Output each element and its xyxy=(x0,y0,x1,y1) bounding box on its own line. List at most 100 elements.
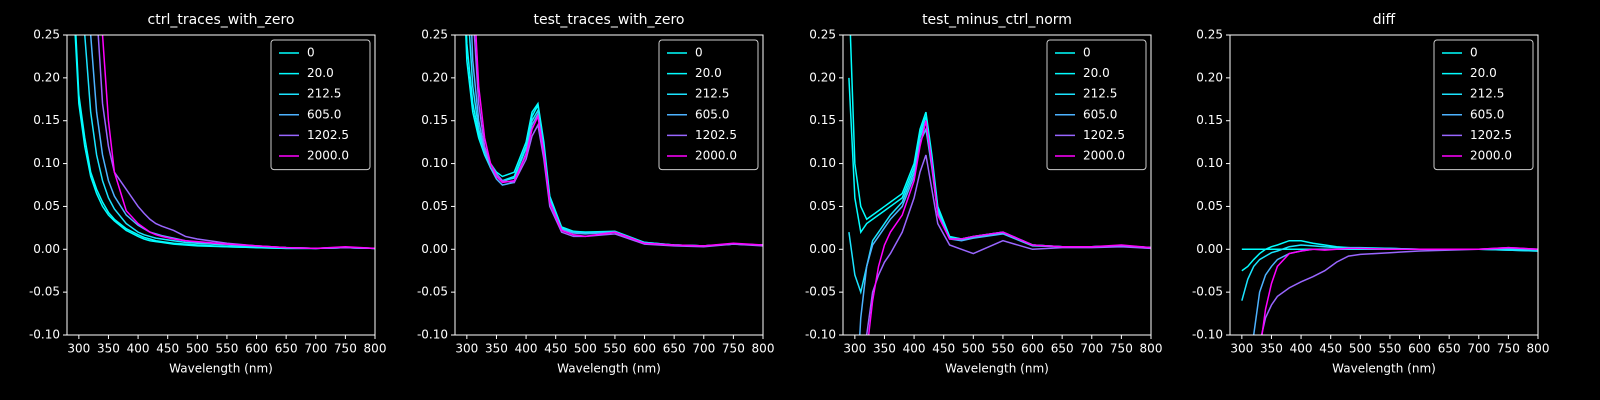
y-tick-label: 0.20 xyxy=(1196,70,1223,84)
legend-label: 20.0 xyxy=(695,66,722,80)
y-tick-label: 0.25 xyxy=(421,28,448,42)
y-tick-label: 0.15 xyxy=(421,113,448,127)
x-tick-label: 700 xyxy=(1467,342,1490,356)
x-tick-label: 500 xyxy=(574,342,597,356)
x-tick-label: 700 xyxy=(304,342,327,356)
x-tick-label: 750 xyxy=(722,342,745,356)
legend-label: 212.5 xyxy=(1470,87,1504,101)
series-line xyxy=(473,35,763,248)
lines xyxy=(465,35,763,248)
x-tick-label: 350 xyxy=(1260,342,1283,356)
chart-title: test_traces_with_zero xyxy=(534,12,685,28)
legend-label: 605.0 xyxy=(1083,107,1117,121)
x-tick-label: 750 xyxy=(334,342,357,356)
legend-label: 20.0 xyxy=(1083,66,1110,80)
x-tick-label: 500 xyxy=(1349,342,1372,356)
legend-box xyxy=(1433,39,1534,171)
subplot: test_minus_ctrl_norm Wavelength (nm) -0.10… xyxy=(805,12,1163,376)
x-tick-label: 800 xyxy=(364,342,387,356)
x-tick-label: 400 xyxy=(515,342,538,356)
x-tick-label: 650 xyxy=(275,342,298,356)
legend-label: 605.0 xyxy=(1470,107,1504,121)
y-tick-label: -0.10 xyxy=(29,328,60,342)
series-line xyxy=(1252,247,1538,335)
legend-label: 1202.5 xyxy=(1083,128,1125,142)
x-tick-label: 600 xyxy=(245,342,268,356)
y-tick-label: 0.00 xyxy=(809,242,836,256)
x-tick-label: 750 xyxy=(1497,342,1520,356)
legend-label: 1202.5 xyxy=(1470,128,1512,142)
series-line xyxy=(101,35,375,250)
y-tick-label: 0.05 xyxy=(421,199,448,213)
y-tick-label: -0.10 xyxy=(805,328,836,342)
axes-frame xyxy=(66,34,376,336)
legend-label: 2000.0 xyxy=(1083,149,1125,163)
legend-label: 0 xyxy=(307,46,315,60)
y-tick-label: 0.20 xyxy=(421,70,448,84)
legend-label: 20.0 xyxy=(1470,66,1497,80)
legend-label: 212.5 xyxy=(1083,87,1117,101)
legend-box xyxy=(270,39,371,171)
x-tick-label: 350 xyxy=(485,342,508,356)
subplot: test_traces_with_zero Wavelength (nm) -0.1… xyxy=(417,12,775,376)
x-tick-label: 500 xyxy=(186,342,209,356)
x-tick-label: 800 xyxy=(1527,342,1550,356)
y-tick-label: 0.05 xyxy=(1196,199,1223,213)
y-tick-label: -0.10 xyxy=(417,328,448,342)
x-tick-label: 750 xyxy=(1110,342,1133,356)
series-line xyxy=(475,35,763,247)
x-tick-label: 550 xyxy=(215,342,238,356)
x-tick-label: 700 xyxy=(692,342,715,356)
x-axis-label: Wavelength (nm) xyxy=(945,362,1049,376)
y-tick-label: 0.05 xyxy=(809,199,836,213)
series-line xyxy=(75,35,375,250)
legend-label: 605.0 xyxy=(307,107,341,121)
series-line xyxy=(1260,246,1538,335)
legend-box xyxy=(658,39,759,171)
y-tick-label: 0.10 xyxy=(1196,156,1223,170)
series-line xyxy=(1261,246,1538,335)
lines xyxy=(1241,239,1538,335)
y-tick-label: 0.05 xyxy=(33,199,60,213)
x-axis-label: Wavelength (nm) xyxy=(1332,362,1436,376)
x-tick-label: 300 xyxy=(1230,342,1253,356)
y-tick-label: 0.25 xyxy=(33,28,60,42)
x-tick-label: 550 xyxy=(603,342,626,356)
y-tick-label: 0.00 xyxy=(33,242,60,256)
legend-label: 2000.0 xyxy=(307,149,349,163)
y-tick-label: 0.00 xyxy=(421,242,448,256)
series-line xyxy=(865,154,1151,335)
y-tick-label: 0.10 xyxy=(33,156,60,170)
y-tick-label: 0.20 xyxy=(33,70,60,84)
y-tick-label: -0.10 xyxy=(1192,328,1223,342)
x-tick-label: 350 xyxy=(873,342,896,356)
x-tick-label: 450 xyxy=(156,342,179,356)
x-tick-label: 300 xyxy=(455,342,478,356)
x-tick-label: 550 xyxy=(1378,342,1401,356)
axes-frame xyxy=(842,34,1152,336)
subplot: ctrl_traces_with_zero Wavelength (nm) -0.1… xyxy=(29,12,387,376)
y-tick-label: 0.10 xyxy=(809,156,836,170)
x-tick-label: 400 xyxy=(127,342,150,356)
lines xyxy=(74,35,375,250)
y-tick-label: 0.20 xyxy=(809,70,836,84)
x-tick-label: 600 xyxy=(1408,342,1431,356)
x-tick-label: 400 xyxy=(903,342,926,356)
x-tick-label: 300 xyxy=(67,342,90,356)
y-tick-label: 0.25 xyxy=(809,28,836,42)
x-tick-label: 700 xyxy=(1080,342,1103,356)
y-tick-label: -0.05 xyxy=(29,285,60,299)
x-tick-label: 650 xyxy=(1051,342,1074,356)
legend-label: 0 xyxy=(1083,46,1091,60)
legend-label: 212.5 xyxy=(307,87,341,101)
y-tick-label: -0.05 xyxy=(417,285,448,299)
legend-label: 212.5 xyxy=(695,87,729,101)
legend-box xyxy=(1046,39,1147,171)
axes-frame xyxy=(1229,34,1539,336)
x-tick-label: 800 xyxy=(1140,342,1163,356)
chart-title: test_minus_ctrl_norm xyxy=(922,12,1072,28)
x-tick-label: 500 xyxy=(962,342,985,356)
y-tick-label: 0.15 xyxy=(809,113,836,127)
x-tick-label: 300 xyxy=(843,342,866,356)
